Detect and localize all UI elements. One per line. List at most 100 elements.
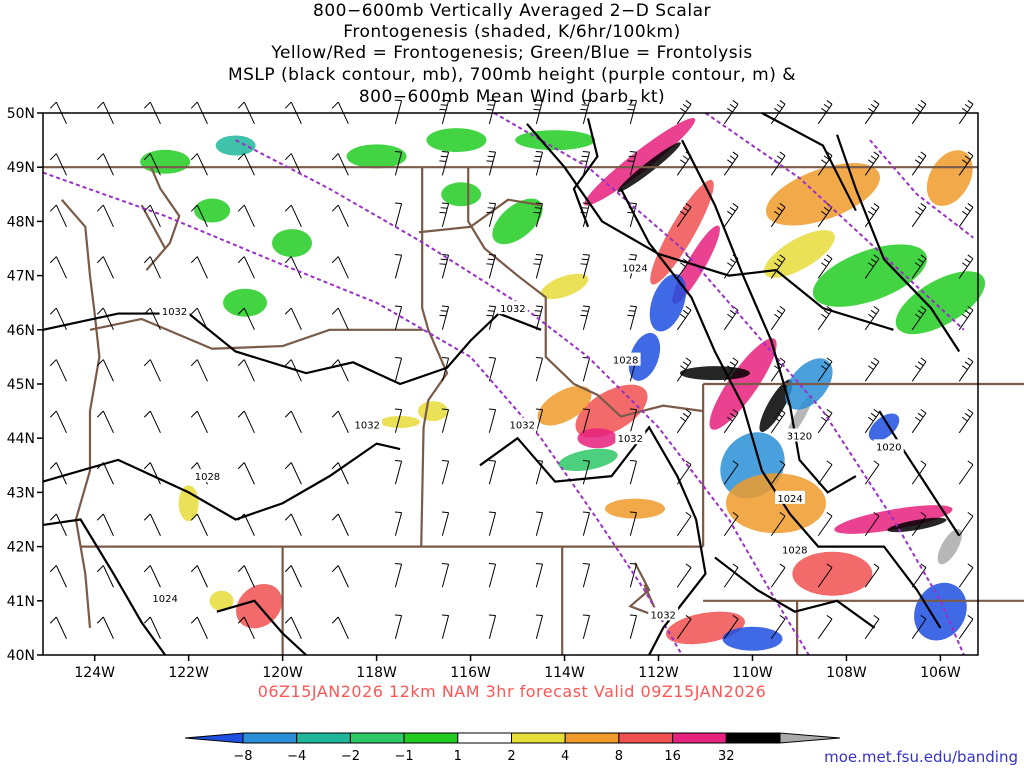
barb-staff (290, 565, 302, 588)
wind-barb (864, 305, 880, 331)
barb-flag (826, 408, 833, 414)
barb-flag (920, 408, 927, 414)
contour-label-bg (150, 591, 181, 605)
barb-staff (958, 155, 974, 176)
wind-barb (190, 565, 208, 588)
barb-flag (629, 99, 637, 102)
shading-blob (537, 385, 592, 426)
barb-flag (581, 104, 589, 106)
barb-flag (96, 410, 104, 418)
barb-flag (779, 408, 786, 414)
barb-flag (727, 210, 733, 216)
barb-flag (779, 563, 786, 568)
barb-staff (864, 412, 880, 434)
colorbar-cell (511, 732, 566, 744)
shading-blob (887, 517, 947, 533)
barb-flag (732, 408, 739, 414)
barb-flag (394, 408, 402, 411)
barb-staff (488, 357, 497, 382)
barb-staff (723, 412, 739, 434)
contour-label-bg (610, 352, 641, 366)
barb-flag (821, 107, 827, 113)
barb-flag (394, 614, 402, 617)
wind-barb (96, 359, 114, 382)
barb-flag (685, 511, 692, 517)
barb-flag (920, 203, 927, 208)
barb-flag (331, 359, 339, 367)
barb-flag (535, 562, 543, 565)
barb-flag (486, 160, 494, 162)
barb-staff (629, 460, 638, 485)
barb-staff (149, 204, 161, 228)
barb-staff (770, 309, 786, 331)
barb-flag (732, 151, 739, 157)
shading-blob (380, 415, 421, 428)
barb-flag (826, 460, 833, 466)
barb-flag (488, 151, 496, 153)
barb-flag (331, 410, 339, 418)
barb-staff (676, 567, 692, 588)
barb-staff (290, 410, 302, 433)
barb-staff (55, 359, 67, 382)
barb-staff (911, 309, 927, 331)
barb-flag (237, 101, 245, 109)
barb-flag (237, 410, 245, 418)
barb-staff (676, 258, 692, 279)
barb-staff (441, 254, 450, 279)
height-700mb-contours (42, 112, 974, 656)
barb-flag (488, 614, 496, 617)
barb-flag (917, 258, 924, 263)
shading-blob (223, 288, 268, 317)
barb-staff (911, 412, 927, 434)
lat-label: 41N (7, 594, 35, 610)
colorbar-cell (296, 732, 351, 744)
contour-labels: 1032 1032 1024 1028 1032 1032 1032 3120 1020 1028… (150, 260, 904, 621)
barb-flag (284, 565, 292, 573)
barb-flag (873, 614, 880, 620)
shading-blob (515, 130, 596, 151)
barb-flag (96, 204, 104, 212)
barb-flag (917, 206, 924, 212)
barb-flag (682, 361, 689, 366)
shading-blob (926, 150, 973, 206)
lon-label: 110W (732, 665, 773, 681)
barb-flag (49, 204, 57, 212)
wind-barb (582, 408, 591, 433)
barb-staff (723, 618, 739, 640)
barb-staff (770, 412, 786, 434)
barb-flag (776, 309, 783, 315)
wind-barb (817, 254, 833, 279)
wind-barb (190, 153, 208, 176)
title-line-4: MSLP (black contour, mb), 700mb height (… (227, 65, 797, 85)
wind-barb (676, 511, 692, 537)
barb-flag (685, 614, 692, 620)
barb-flag (682, 155, 689, 161)
barb-flag (581, 155, 589, 158)
barb-flag (440, 258, 448, 261)
barb-flag (190, 513, 198, 521)
contour-label-bg (620, 260, 651, 274)
shading-blob (209, 590, 234, 611)
wind-barb (770, 614, 786, 640)
barb-flag (967, 305, 974, 311)
barb-flag (143, 359, 151, 367)
wind-barb (958, 305, 974, 331)
lon-label: 106W (920, 665, 961, 681)
barb-flag (441, 151, 449, 153)
shading-blob (577, 428, 618, 449)
wind-barb (284, 256, 302, 279)
barb-flag (774, 210, 780, 216)
barb-staff (629, 306, 638, 330)
barb-staff (290, 153, 302, 176)
barb-flag (237, 359, 245, 367)
barb-flag (582, 408, 590, 411)
barb-flag (535, 408, 543, 411)
barb-staff (102, 462, 114, 485)
barb-flag (582, 254, 590, 256)
barb-flag (821, 210, 827, 216)
barb-flag (873, 100, 880, 105)
barb-flag (487, 207, 495, 209)
wind-barb (817, 460, 833, 485)
barb-staff (535, 306, 544, 330)
